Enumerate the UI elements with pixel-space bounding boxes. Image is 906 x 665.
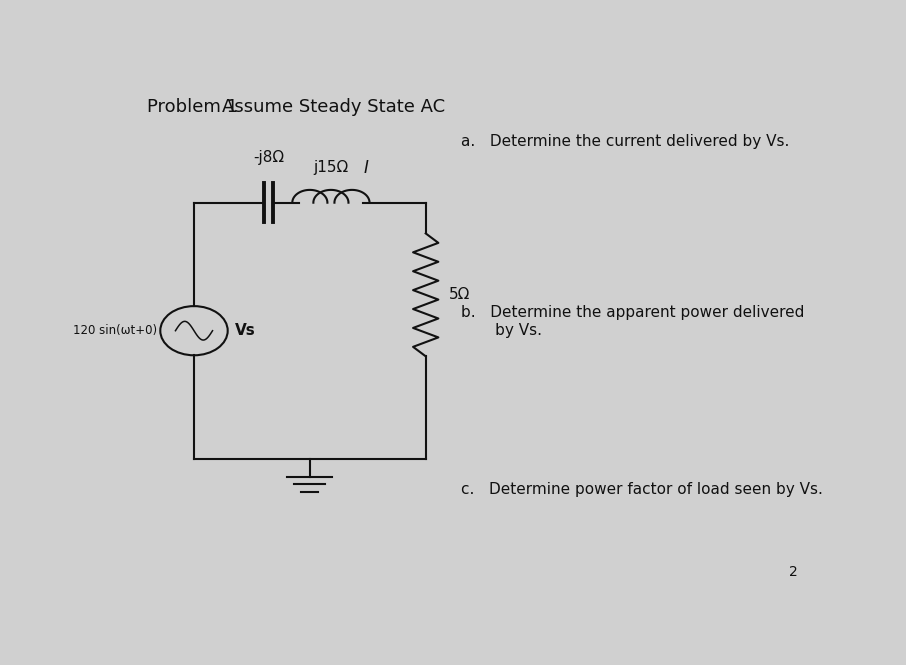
Text: 120 sin(ωt+0): 120 sin(ωt+0) (72, 325, 157, 337)
Text: c.   Determine power factor of load seen by Vs.: c. Determine power factor of load seen b… (461, 481, 823, 497)
Text: -j8Ω: -j8Ω (253, 150, 284, 166)
Text: a.   Determine the current delivered by Vs.: a. Determine the current delivered by Vs… (461, 134, 789, 148)
Text: Assume Steady State AC: Assume Steady State AC (222, 98, 445, 116)
Text: Vs: Vs (235, 323, 255, 338)
Text: b.   Determine the apparent power delivered
       by Vs.: b. Determine the apparent power delivere… (461, 305, 805, 338)
Text: Problem 1: Problem 1 (147, 98, 238, 116)
Text: I: I (363, 159, 369, 177)
Text: j15Ω: j15Ω (313, 160, 349, 174)
Text: 2: 2 (789, 565, 798, 579)
Text: 5Ω: 5Ω (448, 287, 470, 303)
